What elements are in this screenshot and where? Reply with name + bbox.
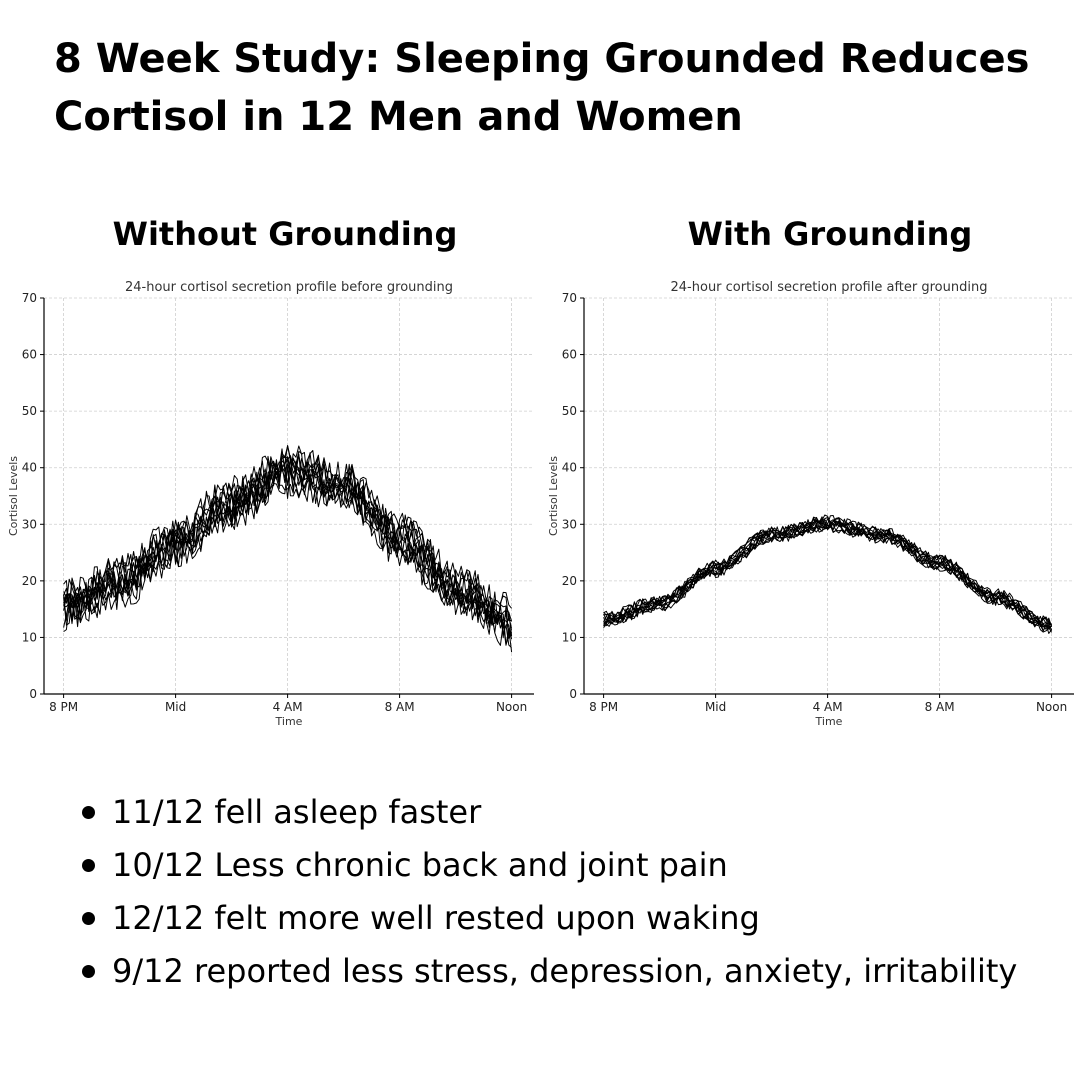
series-line: [63, 445, 512, 615]
bullet-dot-icon: [82, 806, 95, 819]
finding-item: 11/12 fell asleep faster: [80, 786, 1017, 839]
headline-line-1: 8 Week Study: Sleeping Grounded Reduces: [54, 36, 1030, 82]
y-tick-label: 60: [562, 348, 577, 362]
finding-text: 10/12 Less chronic back and joint pain: [112, 846, 728, 884]
series-line: [63, 445, 513, 627]
y-tick-label: 20: [562, 574, 577, 588]
finding-text: 11/12 fell asleep faster: [112, 793, 482, 831]
y-tick-label: 0: [29, 687, 37, 701]
y-tick-label: 60: [22, 348, 37, 362]
series-group: [603, 514, 1053, 634]
y-axis-label: Cortisol Levels: [547, 456, 560, 536]
chart-after-grounding: 24-hour cortisol secretion profile after…: [547, 280, 1074, 728]
x-axis-label: Time: [275, 715, 303, 728]
y-tick-label: 30: [22, 517, 37, 531]
y-tick-label: 30: [562, 517, 577, 531]
headline: 8 Week Study: Sleeping Grounded Reduces …: [54, 30, 1034, 146]
series-line: [603, 523, 1052, 633]
y-tick-label: 50: [22, 404, 37, 418]
findings-list: 11/12 fell asleep faster 10/12 Less chro…: [80, 786, 1017, 998]
y-tick-label: 10: [22, 630, 37, 644]
bullet-dot-icon: [82, 859, 95, 872]
chart-title: 24-hour cortisol secretion profile befor…: [125, 280, 453, 295]
x-tick-label: 4 AM: [273, 700, 303, 714]
series-line: [603, 515, 1052, 626]
chart-title: 24-hour cortisol secretion profile after…: [671, 280, 988, 295]
finding-item: 10/12 Less chronic back and joint pain: [80, 839, 1017, 892]
y-tick-label: 0: [569, 687, 577, 701]
x-tick-label: Mid: [165, 700, 186, 714]
finding-text: 9/12 reported less stress, depression, a…: [112, 952, 1018, 990]
y-axis-label: Cortisol Levels: [7, 456, 20, 536]
y-tick-label: 10: [562, 630, 577, 644]
x-axis-label: Time: [815, 715, 843, 728]
heading-without-grounding: Without Grounding: [112, 215, 458, 253]
bullet-dot-icon: [82, 912, 95, 925]
x-tick-label: 8 AM: [385, 700, 415, 714]
series-group: [63, 445, 513, 653]
x-tick-label: 8 PM: [589, 700, 618, 714]
y-tick-label: 40: [562, 461, 577, 475]
finding-item: 12/12 felt more well rested upon waking: [80, 892, 1017, 945]
y-tick-label: 50: [562, 404, 577, 418]
y-tick-label: 20: [22, 574, 37, 588]
bullet-dot-icon: [82, 965, 95, 978]
heading-with-grounding: With Grounding: [687, 215, 973, 253]
x-tick-label: Mid: [705, 700, 726, 714]
finding-item: 9/12 reported less stress, depression, a…: [80, 945, 1017, 998]
series-line: [63, 468, 513, 646]
y-tick-label: 70: [562, 291, 577, 305]
y-tick-label: 70: [22, 291, 37, 305]
finding-text: 12/12 felt more well rested upon waking: [112, 899, 760, 937]
headline-line-2: Cortisol in 12 Men and Women: [54, 94, 743, 140]
chart-before-grounding: 24-hour cortisol secretion profile befor…: [7, 280, 534, 728]
x-tick-label: Noon: [1036, 700, 1067, 714]
y-tick-label: 40: [22, 461, 37, 475]
x-tick-label: 4 AM: [813, 700, 843, 714]
x-tick-label: 8 PM: [49, 700, 78, 714]
x-tick-label: Noon: [496, 700, 527, 714]
x-tick-label: 8 AM: [925, 700, 955, 714]
